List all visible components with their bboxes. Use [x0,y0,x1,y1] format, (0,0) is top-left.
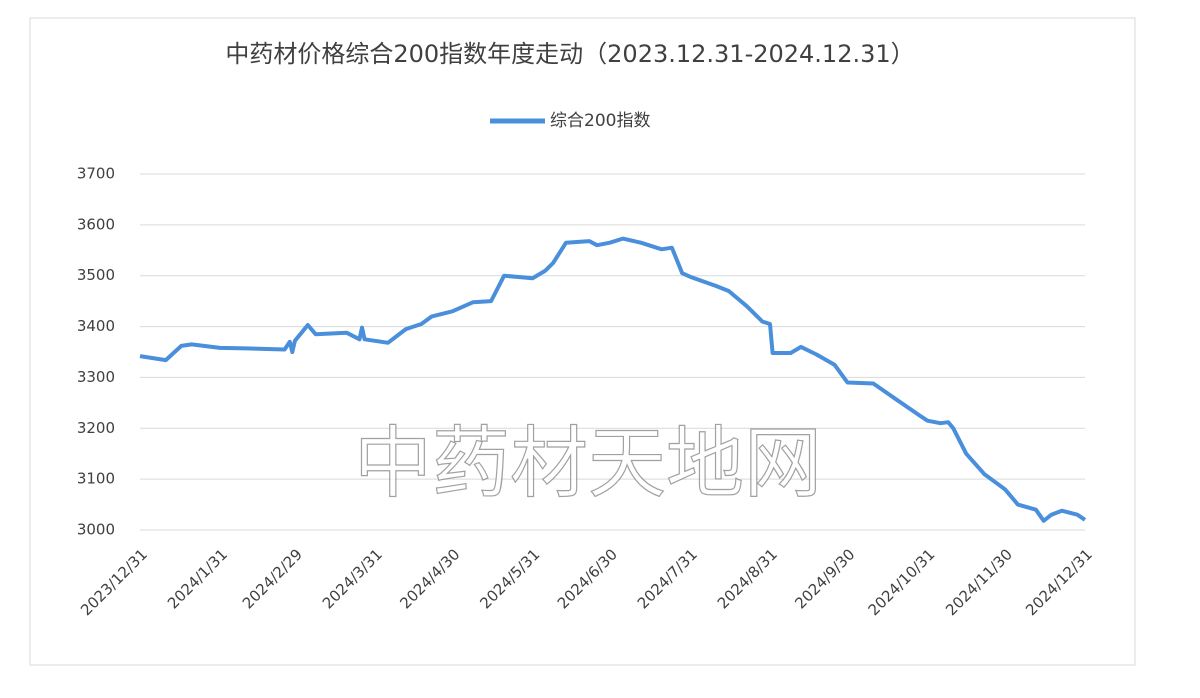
y-tick-label: 3200 [77,419,115,437]
legend-label: 综合200指数 [550,111,650,131]
y-tick-label: 3400 [77,317,115,335]
y-tick-label: 3100 [77,470,115,488]
y-tick-label: 3700 [77,165,115,183]
y-tick-label: 3000 [77,521,115,539]
watermark: 中药材天地网 [354,419,822,509]
data-line [139,236,1087,523]
chart-frame [29,17,1136,666]
y-tick-label: 3500 [77,266,115,284]
y-tick-label: 3300 [77,368,115,386]
chart-title: 中药材价格综合200指数年度走动（2023.12.31-2024.12.31） [225,40,914,68]
y-tick-label: 3600 [77,215,115,233]
